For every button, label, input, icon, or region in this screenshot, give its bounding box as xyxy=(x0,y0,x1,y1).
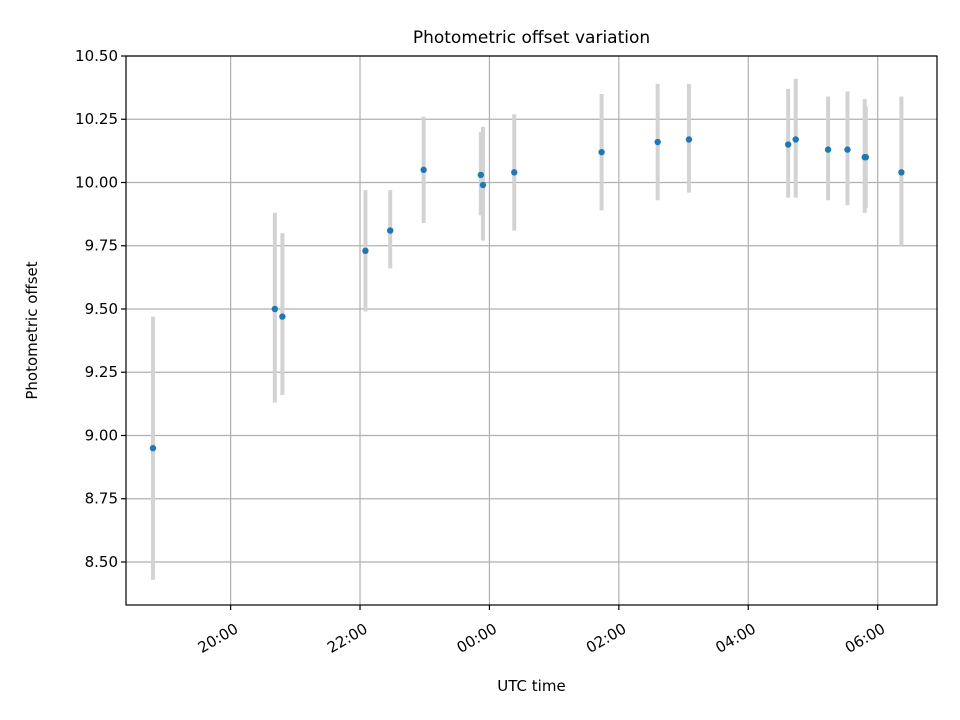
y-tick-label: 9.50 xyxy=(85,300,118,318)
plot-frame xyxy=(125,55,938,606)
data-point xyxy=(271,305,279,313)
y-axis-label: Photometric offset xyxy=(23,261,41,399)
data-point xyxy=(792,136,799,143)
data-point xyxy=(362,247,369,255)
data-point xyxy=(898,169,905,176)
data-point xyxy=(654,138,661,146)
y-tick-label: 10.00 xyxy=(75,173,118,191)
data-point xyxy=(387,227,394,234)
y-tick-label: 8.50 xyxy=(85,553,118,571)
y-tick-label: 8.75 xyxy=(85,490,118,508)
grid-layer xyxy=(126,55,937,605)
x-axis-label: UTC time xyxy=(497,677,565,695)
data-point xyxy=(598,148,605,156)
data-point xyxy=(420,166,427,174)
y-tick-label: 10.50 xyxy=(75,47,118,65)
data-point xyxy=(685,136,693,143)
y-tick-label: 10.25 xyxy=(75,110,118,128)
data-point xyxy=(479,181,487,189)
data-point xyxy=(149,444,157,452)
y-tick-label: 9.75 xyxy=(85,237,118,255)
point-layer xyxy=(149,136,905,452)
data-point xyxy=(784,141,792,148)
data-point xyxy=(844,146,851,153)
y-tick-label: 9.00 xyxy=(85,426,118,444)
data-point xyxy=(862,153,870,161)
y-tick-label: 9.25 xyxy=(85,363,118,381)
data-point xyxy=(477,171,485,179)
chart-title: Photometric offset variation xyxy=(413,28,650,48)
data-point xyxy=(824,146,832,153)
data-point xyxy=(279,313,286,320)
data-point xyxy=(511,169,518,176)
